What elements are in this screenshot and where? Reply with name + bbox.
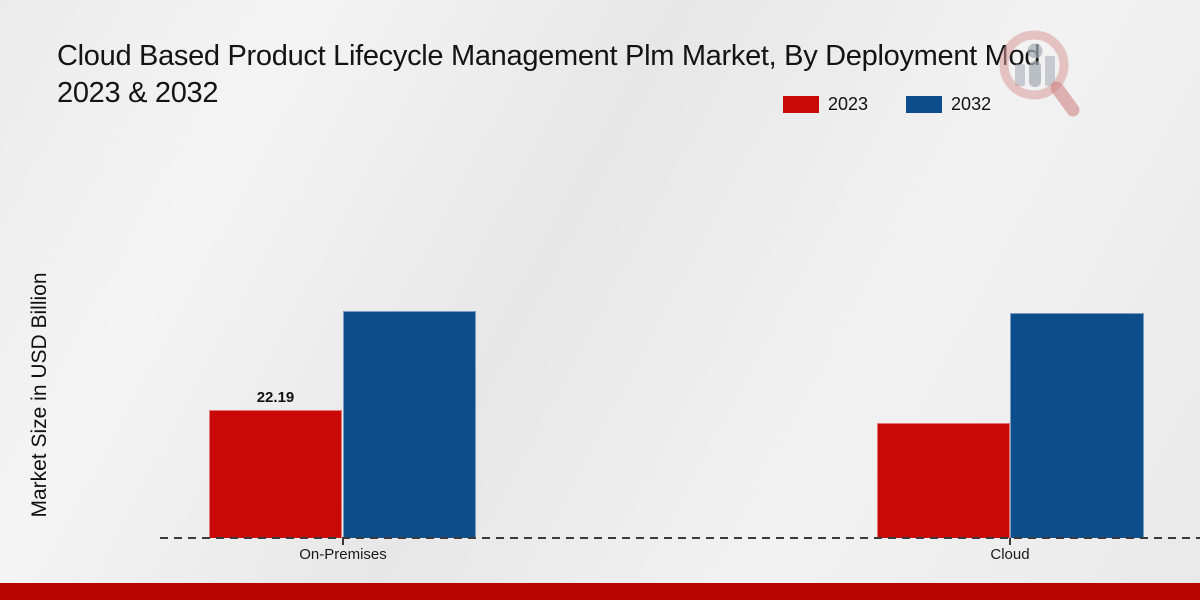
legend-swatch-2032 <box>906 96 943 113</box>
logo-person-head <box>1027 43 1043 59</box>
footer-accent-strip <box>0 583 1200 600</box>
legend-swatch-2023 <box>783 96 819 113</box>
bar-value-label-onpremises-2023: 22.19 <box>256 389 295 406</box>
bar-cloud-2023 <box>877 423 1010 538</box>
category-label-cloud: Cloud <box>990 546 1030 563</box>
bar-onpremises-2023 <box>209 410 342 538</box>
chart-title-line2: 2023 & 2032 <box>57 77 219 109</box>
x-axis-baseline <box>160 537 1200 539</box>
x-axis-tick-onpremises <box>342 538 344 545</box>
legend: 2023 2032 <box>783 94 991 115</box>
logo-bar-right <box>1045 56 1055 86</box>
bar-onpremises-2032 <box>343 311 476 538</box>
category-label-onpremises: On-Premises <box>299 546 387 563</box>
legend-label-2032: 2032 <box>951 94 992 114</box>
chart-title: Cloud Based Product Lifecycle Management… <box>57 38 1200 112</box>
logo-bar-left <box>1015 64 1025 86</box>
x-axis-tick-cloud <box>1009 538 1011 545</box>
y-axis-label: Market Size in USD Billion <box>28 272 51 518</box>
logo-person-body <box>1029 61 1041 87</box>
magnifier-bar-chart-logo <box>999 30 1080 117</box>
legend-item-2023: 2023 <box>783 94 868 115</box>
legend-item-2032: 2032 <box>906 94 991 115</box>
logo-lens-ring <box>999 30 1069 100</box>
bar-cloud-2032 <box>1010 313 1144 538</box>
legend-label-2023: 2023 <box>828 94 869 114</box>
chart-title-line1: Cloud Based Product Lifecycle Management… <box>57 40 1041 72</box>
logo-handle <box>1050 81 1080 117</box>
